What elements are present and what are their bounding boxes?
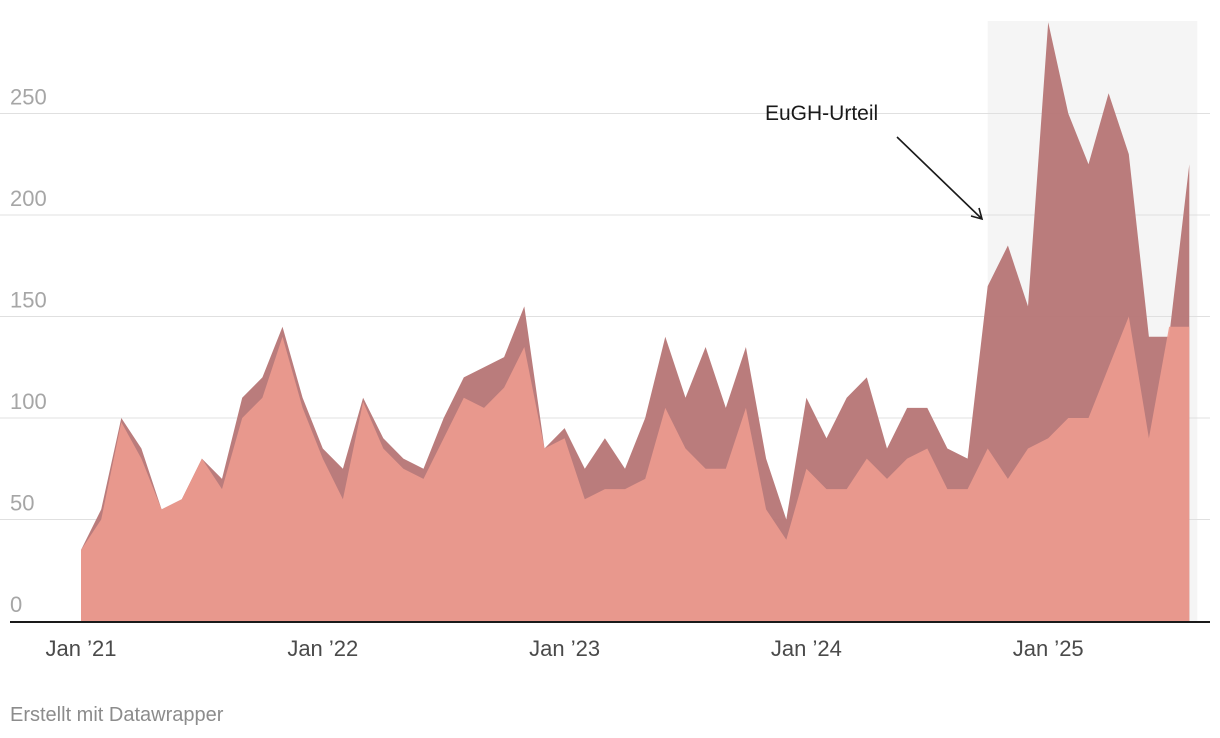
annotation-label: EuGH-Urteil [765,102,878,125]
x-tick-3: Jan ’23 [529,636,600,661]
x-tick-2: Jan ’22 [287,636,358,661]
x-tick-4: Jan ’24 [771,636,842,661]
y-tick-50: 50 [10,491,34,516]
y-tick-250: 250 [10,85,47,110]
annotation-arrowhead [970,207,984,221]
y-tick-150: 150 [10,288,47,313]
x-axis-ticks: Jan ’21 Jan ’22 Jan ’23 Jan ’24 Jan ’25 [46,636,1084,661]
y-tick-100: 100 [10,389,47,414]
area-series [81,22,1190,621]
y-tick-200: 200 [10,186,47,211]
x-tick-1: Jan ’21 [46,636,117,661]
area-series-2 [81,316,1190,621]
annotation-arrow [896,136,983,220]
credit-text: Erstellt mit Datawrapper [10,704,224,726]
y-axis-ticks: 0 50 100 150 200 250 [10,85,47,618]
x-tick-5: Jan ’25 [1013,636,1084,661]
annotation: EuGH-Urteil [765,102,984,221]
y-tick-0: 0 [10,592,22,617]
